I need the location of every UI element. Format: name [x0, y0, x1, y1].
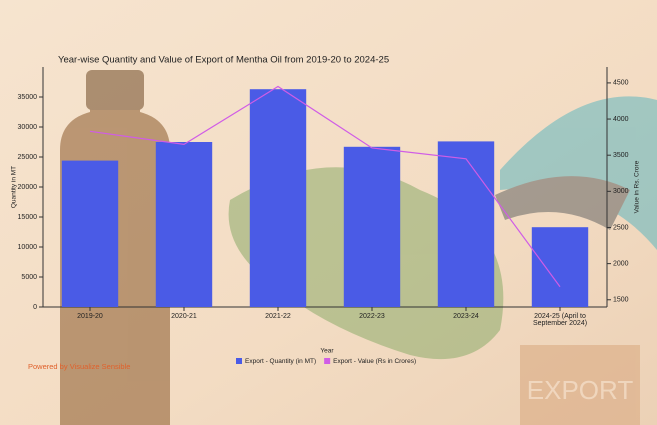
y-tick-label: 15000	[18, 214, 38, 221]
y-tick-label: 10000	[18, 244, 38, 251]
y-tick-label: 30000	[18, 124, 38, 131]
y2-tick-label: 4500	[613, 80, 629, 87]
legend-label: Export - Value (Rs in Crores)	[333, 358, 416, 365]
y-tick-label: 5000	[21, 274, 37, 281]
y-tick-label: 35000	[18, 94, 38, 101]
legend-swatch	[324, 358, 331, 364]
bar	[531, 227, 589, 307]
y2-tick-label: 2000	[613, 260, 629, 267]
bar	[249, 89, 307, 307]
x-tick-label: 2020-21	[171, 313, 197, 320]
x-axis-title: Year	[320, 348, 334, 355]
y2-axis-title: Value in Rs. Crore	[634, 160, 641, 213]
y2-tick-label: 3500	[613, 152, 629, 159]
x-tick-label: 2024-25 (April to September 2024)	[533, 313, 587, 327]
x-tick-label: 2021-22	[265, 313, 291, 320]
box-label: EXPORT	[527, 375, 634, 405]
bar	[437, 141, 495, 307]
credit: Powered by Visualize Sensible	[28, 362, 130, 371]
legend-label: Export - Quantity (in MT)	[245, 358, 316, 365]
x-tick-label: 2019-20	[77, 313, 103, 320]
y2-tick-label: 3000	[613, 188, 629, 195]
chart-title: Year-wise Quantity and Value of Export o…	[58, 55, 389, 66]
y2-tick-label: 4000	[613, 116, 629, 123]
line	[89, 85, 561, 288]
y-tick-label: 25000	[18, 154, 38, 161]
y-tick-label: 20000	[18, 184, 38, 191]
bar	[61, 160, 119, 307]
y-axis-title: Quantity in MT	[11, 166, 18, 208]
y2-tick-label: 2500	[613, 224, 629, 231]
y-tick-label: 0	[33, 304, 37, 311]
x-tick-label: 2023-24	[453, 313, 479, 320]
y2-tick-label: 1500	[613, 297, 629, 304]
legend-swatch	[236, 358, 242, 364]
bar	[155, 142, 213, 307]
x-tick-label: 2022-23	[359, 313, 385, 320]
bar	[343, 146, 401, 307]
